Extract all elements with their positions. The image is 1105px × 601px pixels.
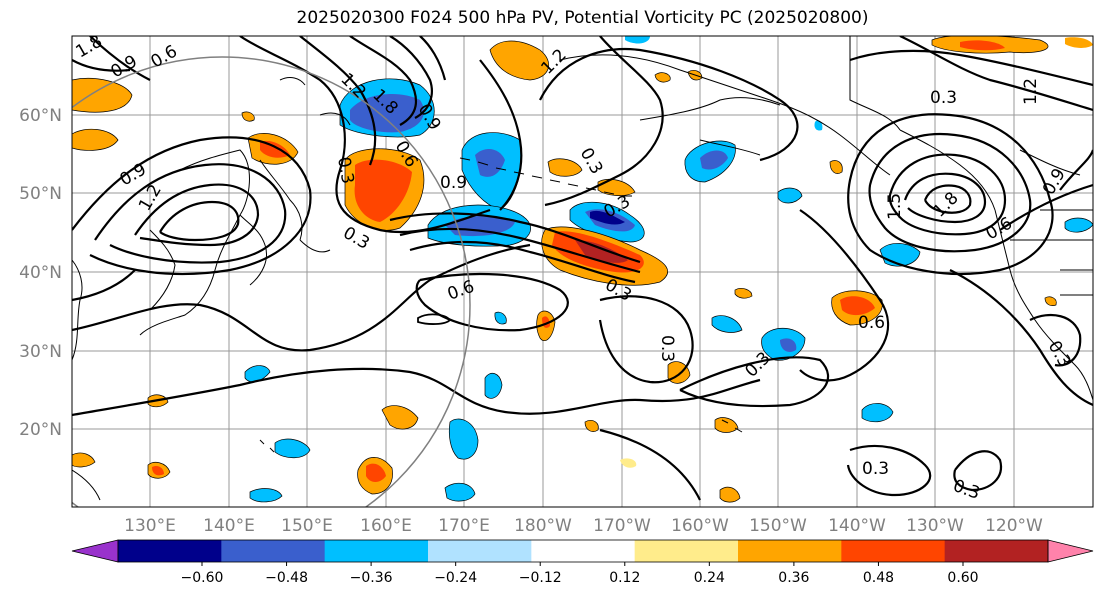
lat-label: 40°N [19,263,62,283]
colorbar-tick-label: 0.24 [694,570,725,586]
colorbar-segment [841,540,946,562]
colorbar-segment [428,540,532,562]
colorbar-tick-label: 0.12 [609,570,640,586]
contour-label: 0.3 [333,155,357,185]
pv-contours [72,36,1093,501]
contour-label: 0.6 [858,313,885,333]
lon-label: 140°W [828,516,886,536]
pv-map: 1.8 0.9 0.6 1.2 1.8 0.9 0.6 0.3 0.9 0.3 … [19,31,1094,536]
figure-title: 2025020300 F024 500 hPa PV, Potential Vo… [296,8,869,28]
reference-ring [72,56,471,507]
colorbar-tick-label: 0.36 [778,570,809,586]
colorbar-segment [324,540,429,562]
colorbar-segment [118,540,222,562]
colorbar-segment [944,540,1049,562]
lat-label: 30°N [19,342,62,362]
colorbar-segment [531,540,636,562]
lon-label: 150°E [281,516,333,536]
lon-label: 170°W [593,516,651,536]
colorbar-segment [634,540,739,562]
contour-label: 0.3 [862,459,889,479]
lon-label: 170°E [438,516,490,536]
colorbar-tick-label: −0.12 [519,570,562,586]
contour-label: 1.5 [885,193,905,220]
contour-label: 0.3 [930,88,957,108]
colorbar-tick-label: 0.60 [947,570,978,586]
lon-label: 140°E [203,516,255,536]
colorbar-extend-max [1047,539,1094,563]
lon-label: 150°W [749,516,807,536]
lat-label: 60°N [19,106,62,126]
colorbar-tick-label: −0.36 [350,570,393,586]
colorbar-tick-label: −0.48 [265,570,308,586]
lon-label: 160°W [671,516,729,536]
colorbar-tick-label: −0.60 [181,570,224,586]
colorbar-extend-min [71,539,119,563]
lon-label: 130°E [124,516,176,536]
lon-label: 160°E [360,516,412,536]
colorbar-frame [117,539,1049,563]
contour-label: 1.2 [1021,78,1041,105]
colorbar-segment [738,540,842,562]
lon-label: 120°W [985,516,1043,536]
colorbar-tick-label: −0.24 [434,570,477,586]
lat-label: 50°N [19,184,62,204]
colorbar-tick-label: 0.48 [863,570,894,586]
coastlines [72,36,1093,501]
lon-label: 180°W [514,516,572,536]
colorbar-segment [221,540,326,562]
lat-label: 20°N [19,420,62,440]
contour-label: 0.3 [657,335,677,362]
contour-label: 0.9 [440,173,467,193]
lon-label: 130°W [906,516,964,536]
map-frame [71,35,1094,508]
